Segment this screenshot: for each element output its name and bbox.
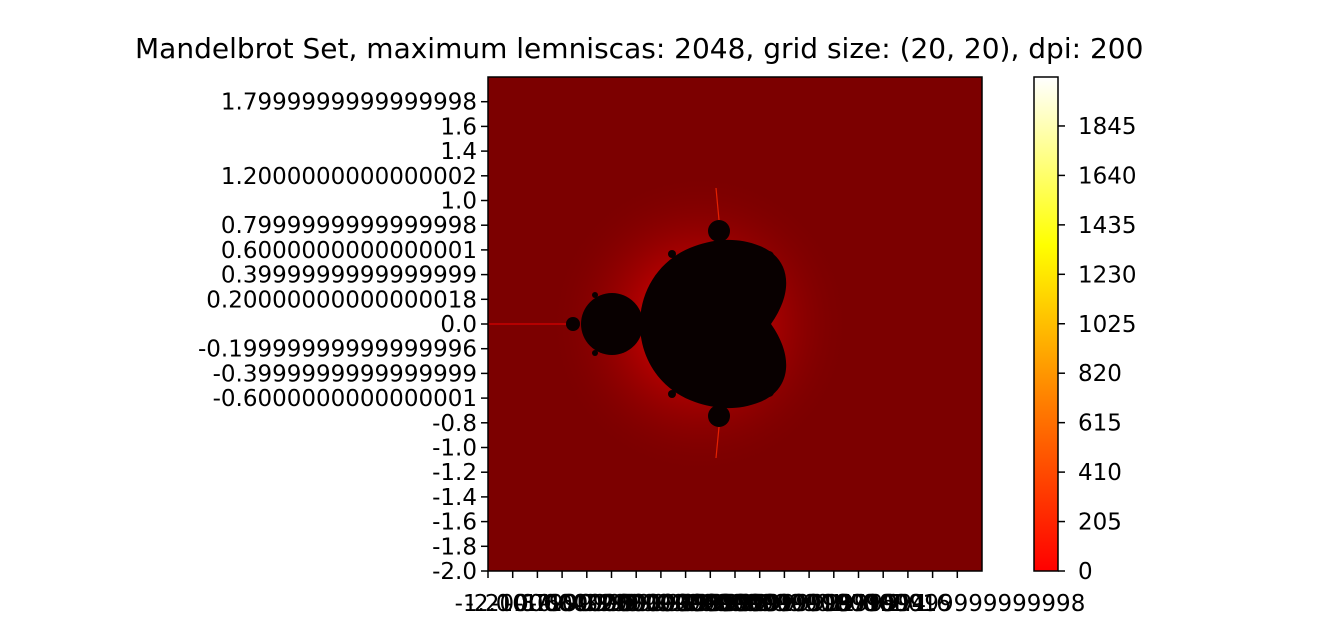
- x-tick-label: -1.6: [515, 591, 560, 617]
- y-tick-label: 1.6: [440, 114, 477, 140]
- right-upper-bulb: [780, 283, 786, 289]
- period-4-bulb: [566, 317, 580, 331]
- colorbar-tick-label: 410: [1078, 460, 1122, 486]
- y-tick-label: -0.19999999999999996: [198, 337, 477, 363]
- period-2-bulb: [581, 293, 643, 355]
- top-bulb: [708, 220, 730, 242]
- colorbar-tick-label: 820: [1078, 361, 1122, 387]
- colorbar-tick-label: 0: [1078, 559, 1093, 585]
- x-tick-label: 0.8: [816, 591, 853, 617]
- y-tick-label: -0.3999999999999999: [213, 361, 477, 387]
- y-tick-label: -1.6: [432, 510, 477, 536]
- x-tick-label: -0.6000000000000001: [529, 591, 793, 617]
- x-tick-label: -0.20000000000000018: [571, 591, 850, 617]
- colorbar-tick-label: 1640: [1078, 163, 1137, 189]
- x-tick-label: -0.7999999999999998: [504, 591, 768, 617]
- p2-top-bulb: [592, 292, 598, 298]
- colorbar-tick-label: 1025: [1078, 312, 1137, 338]
- mandelbrot-set: [566, 220, 787, 427]
- y-tick-label: 1.4: [440, 139, 477, 165]
- y-tick-label: 1.7999999999999998: [221, 90, 477, 116]
- chart-title: Mandelbrot Set, maximum lemniscas: 2048,…: [135, 32, 1143, 65]
- x-tick-label: 1.7999999999999998: [829, 591, 1085, 617]
- y-tick-label: 1.2000000000000002: [221, 164, 477, 190]
- right-lower-bulb: [780, 359, 786, 365]
- colorbar-tick-label: 1845: [1078, 114, 1137, 140]
- plot-area: [488, 77, 982, 571]
- x-tick-label: 0.0: [717, 591, 754, 617]
- lower-left-bulb: [668, 390, 676, 398]
- colorbar-axis: 0 205 410 615 820 1025 1230 1435 1640 1845: [1058, 114, 1137, 585]
- y-tick-label: 0.7999999999999998: [221, 213, 477, 239]
- y-tick-label: -2.0: [432, 559, 477, 585]
- main-cardioid: [640, 239, 787, 409]
- x-tick-label: -1.4: [540, 591, 585, 617]
- x-tick-label: -1.0: [589, 591, 634, 617]
- colorbar-tick-label: 205: [1078, 510, 1122, 536]
- x-tick-label: -0.3999999999999999: [553, 591, 817, 617]
- upper-left-bulb: [668, 250, 676, 258]
- x-axis: -2.0-1.8-1.6-1.4-1.2000000000000002-1.0-…: [455, 571, 1085, 617]
- upper-right-bulb: [764, 251, 774, 261]
- y-tick-label: -1.8: [432, 534, 477, 560]
- x-tick-label: -1.2000000000000002: [455, 591, 719, 617]
- y-tick-label: -1.4: [432, 485, 477, 511]
- x-tick-label: 1.6: [914, 591, 951, 617]
- colorbar-tick-label: 1435: [1078, 213, 1137, 239]
- x-tick-label: 1.2: [865, 591, 902, 617]
- x-tick-label: -2.0: [466, 591, 511, 617]
- y-tick-label: 0.0: [440, 312, 477, 338]
- x-tick-label: -1.8: [490, 591, 535, 617]
- x-tick-label: 0.3999999999999999: [656, 591, 912, 617]
- antenna-filaments: [715, 187, 720, 459]
- p2-bottom-bulb: [592, 350, 598, 356]
- x-tick-label: 0.6000000000000001: [681, 591, 937, 617]
- y-tick-label: 0.20000000000000018: [206, 287, 477, 313]
- y-tick-label: -1.0: [432, 436, 477, 462]
- x-tick-label: 0.19999999999999996: [624, 591, 895, 617]
- y-tick-label: 0.6000000000000001: [221, 238, 477, 264]
- colorbar-tick-label: 615: [1078, 411, 1122, 437]
- colorbar: [1033, 76, 1059, 572]
- y-axis: 1.79999999999999981.61.41.20000000000000…: [198, 90, 488, 585]
- y-tick-label: -0.6000000000000001: [213, 386, 477, 412]
- x-tick-label: 1.4: [890, 591, 927, 617]
- x-tick-label: 1.0: [840, 591, 877, 617]
- y-tick-label: -0.8: [432, 411, 477, 437]
- bottom-bulb: [708, 405, 730, 427]
- lower-right-bulb: [764, 387, 774, 397]
- y-tick-label: 0.3999999999999999: [221, 263, 477, 289]
- colorbar-tick-label: 1230: [1078, 262, 1137, 288]
- y-tick-label: -1.2: [432, 460, 477, 486]
- y-tick-label: 1.0: [440, 189, 477, 215]
